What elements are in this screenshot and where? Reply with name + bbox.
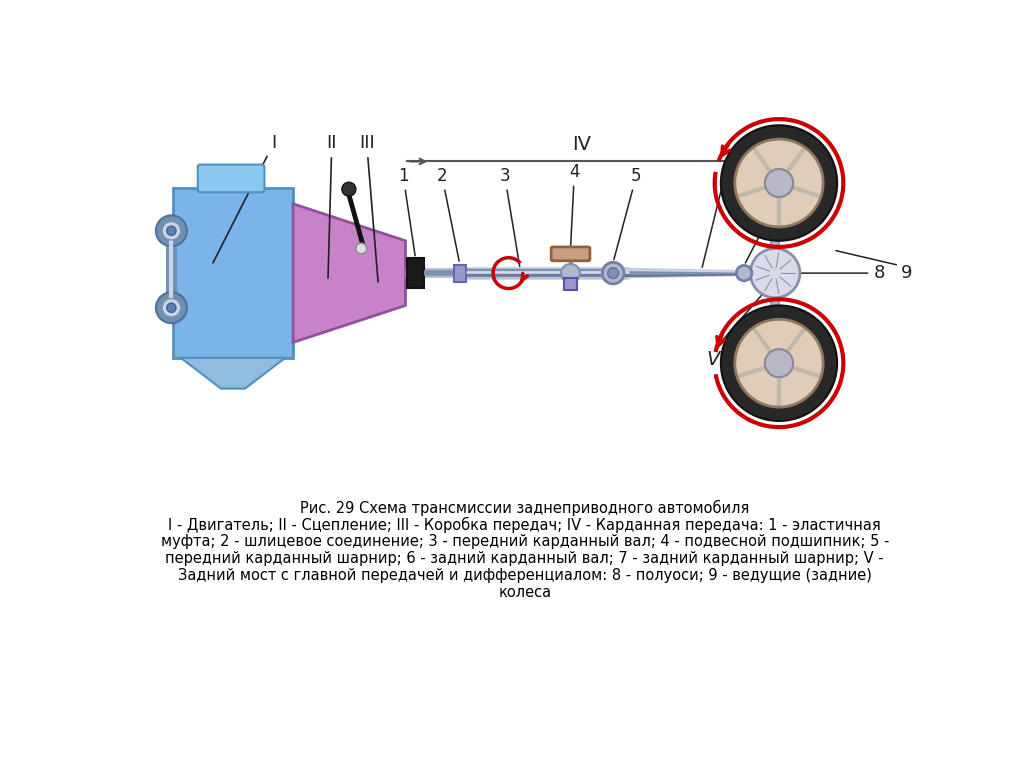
Text: колеса: колеса [499,585,551,600]
Circle shape [769,177,781,189]
Circle shape [167,303,176,313]
Bar [407,259,424,288]
Bar [173,188,293,358]
Circle shape [735,319,823,407]
Polygon shape [624,269,744,278]
Text: I: I [213,134,276,263]
Text: 5: 5 [613,167,642,260]
Circle shape [721,306,838,421]
Text: IV: IV [571,134,591,154]
Circle shape [735,139,823,227]
FancyBboxPatch shape [198,164,264,192]
Text: Рис. 29 Схема трансмиссии заднеприводного автомобиля: Рис. 29 Схема трансмиссии заднеприводног… [300,500,750,516]
Polygon shape [293,204,406,343]
Circle shape [721,125,838,241]
Polygon shape [180,358,286,389]
Text: 8: 8 [874,264,886,282]
Circle shape [607,268,618,279]
Circle shape [342,182,356,196]
Bar [454,265,466,282]
Text: 7: 7 [745,167,796,263]
Circle shape [167,226,176,235]
Circle shape [769,357,781,369]
Text: 9: 9 [901,264,912,282]
Circle shape [602,263,624,284]
Text: муфта; 2 - шлицевое соединение; 3 - передний карданный вал; 4 - подвесной подшип: муфта; 2 - шлицевое соединение; 3 - пере… [161,534,889,549]
Text: 1: 1 [397,167,415,256]
Text: V: V [707,350,720,369]
Circle shape [735,139,823,227]
Circle shape [765,169,794,197]
Circle shape [162,221,180,240]
Circle shape [162,299,180,317]
Circle shape [156,215,187,247]
Circle shape [751,249,800,298]
Text: передний карданный шарнир; 6 - задний карданный вал; 7 - задний карданный шарнир: передний карданный шарнир; 6 - задний ка… [166,551,884,566]
Circle shape [765,349,794,377]
Text: I - Двигатель; II - Сцепление; III - Коробка передач; IV - Карданная передача: 1: I - Двигатель; II - Сцепление; III - Кор… [168,517,882,533]
Text: 6: 6 [702,167,730,267]
FancyBboxPatch shape [551,247,590,261]
Text: Задний мост с главной передачей и дифференциалом: 8 - полуоси; 9 - ведущие (задн: Задний мост с главной передачей и диффер… [178,568,871,583]
Circle shape [735,319,823,407]
Circle shape [736,266,752,281]
Text: II: II [327,134,337,278]
Circle shape [356,243,367,254]
Text: III: III [358,134,378,282]
Circle shape [156,293,187,323]
Text: 3: 3 [500,167,520,266]
Bar [564,278,577,290]
Text: 4: 4 [569,163,580,246]
Circle shape [561,264,580,283]
Text: 2: 2 [436,167,459,261]
